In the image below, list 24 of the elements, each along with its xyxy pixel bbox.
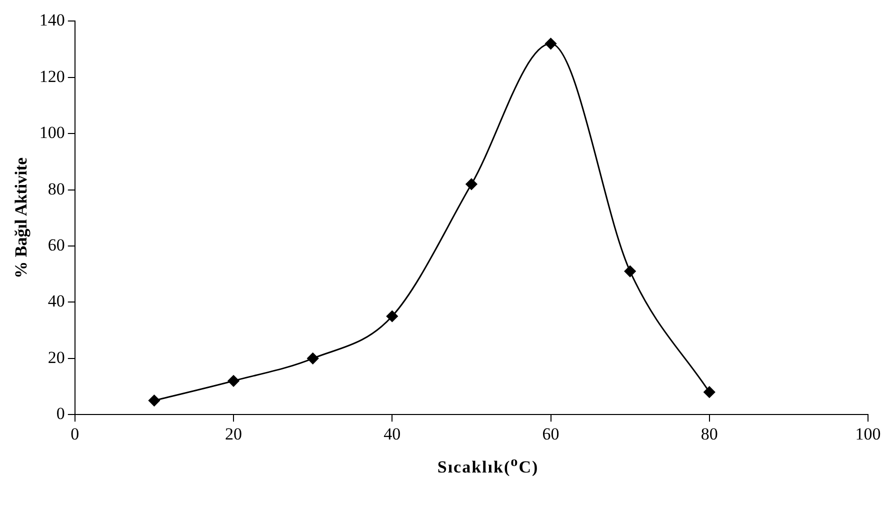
y-tick-label: 140 <box>39 10 65 30</box>
x-tick-label: 0 <box>70 424 80 444</box>
point <box>545 38 557 50</box>
y-tick-label: 20 <box>48 348 65 367</box>
y-tick-label: 100 <box>39 123 65 142</box>
y-tick-label: 120 <box>39 66 65 86</box>
point <box>624 266 636 278</box>
point <box>386 310 398 322</box>
x-tick-label: 80 <box>700 424 718 444</box>
x-tick-label: 40 <box>384 424 401 444</box>
point <box>704 386 716 398</box>
y-tick-label: 0 <box>56 404 65 424</box>
x-tick-label: 60 <box>542 424 560 444</box>
x-axis-title: Sıcaklık($^{o}$C) <box>436 454 540 478</box>
y-tick-label: 80 <box>48 179 65 198</box>
point <box>228 375 240 387</box>
y-tick-label: 60 <box>48 235 65 254</box>
point <box>307 352 319 364</box>
y-axis-title: % Bağıl Aktivite <box>12 157 31 278</box>
x-tick-label: 20 <box>225 424 242 444</box>
point <box>466 178 478 190</box>
point <box>148 394 160 406</box>
x-tick-label: 100 <box>855 424 881 444</box>
y-tick-label: 40 <box>48 292 65 311</box>
